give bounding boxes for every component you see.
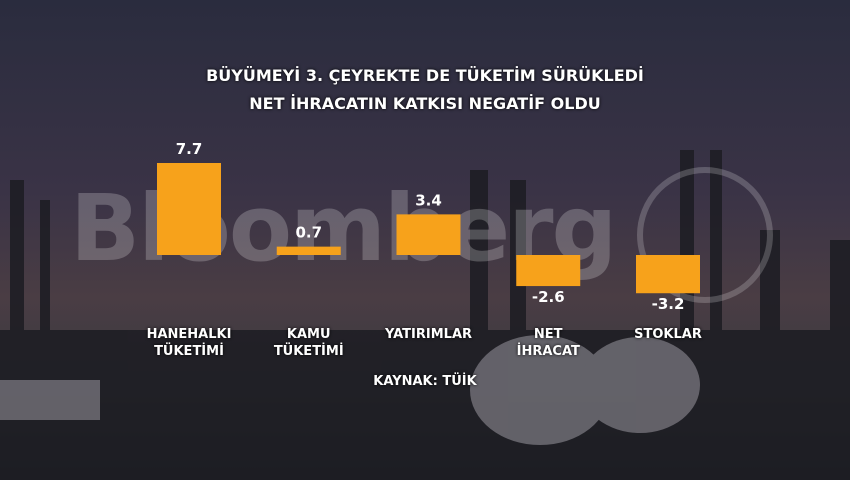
chart-title: BÜYÜMEYİ 3. ÇEYREKTE DE TÜKETİM SÜRÜKLED… bbox=[206, 66, 644, 85]
bar bbox=[516, 255, 581, 287]
bar bbox=[276, 246, 341, 255]
bar bbox=[396, 214, 461, 255]
bar bbox=[636, 255, 700, 294]
value-label: -2.6 bbox=[532, 288, 565, 306]
category-label: HANEHALKI TÜKETİMİ bbox=[146, 327, 232, 359]
bar bbox=[157, 163, 221, 255]
value-label: 7.7 bbox=[176, 140, 203, 158]
value-label: 0.7 bbox=[295, 224, 322, 242]
category-label: STOKLAR bbox=[634, 327, 702, 342]
category-label: KAMU TÜKETİMİ bbox=[273, 327, 344, 359]
chart-subtitle: NET İHRACATIN KATKISI NEGATİF OLDU bbox=[249, 94, 601, 113]
value-label: -3.2 bbox=[652, 295, 685, 313]
source: KAYNAK: TÜİK bbox=[373, 374, 477, 389]
value-label: 3.4 bbox=[415, 191, 442, 209]
category-label: NET İHRACAT bbox=[516, 327, 580, 359]
category-label: YATIRIMLAR bbox=[384, 327, 473, 342]
